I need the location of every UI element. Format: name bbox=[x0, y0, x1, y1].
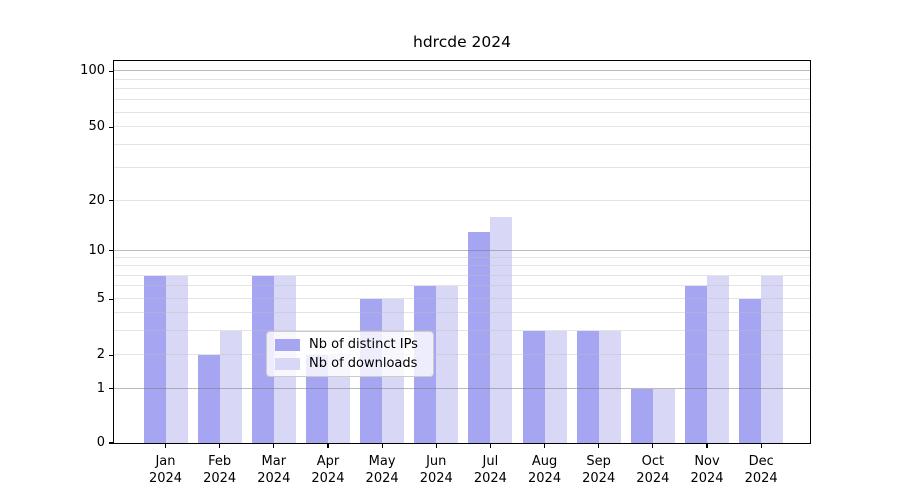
major-gridline bbox=[114, 387, 810, 389]
plot-area bbox=[113, 60, 811, 444]
x-tick-mark bbox=[381, 444, 383, 448]
x-tick-mark bbox=[219, 444, 221, 448]
x-tick-mark bbox=[760, 444, 762, 448]
x-tick-label: Aug 2024 bbox=[528, 454, 562, 486]
bar-distinct-ips bbox=[251, 275, 274, 443]
minor-gridline bbox=[114, 167, 810, 169]
x-tick-mark bbox=[273, 444, 275, 448]
minor-gridline bbox=[114, 99, 810, 101]
x-tick-label: Feb 2024 bbox=[203, 454, 237, 486]
bar-distinct-ips bbox=[522, 330, 545, 443]
x-tick-label: Dec 2024 bbox=[744, 454, 778, 486]
minor-gridline bbox=[114, 126, 810, 128]
y-tick-label: 10 bbox=[88, 242, 105, 258]
y-tick-mark bbox=[109, 249, 113, 252]
minor-gridline bbox=[114, 298, 810, 300]
x-tick-label: Mar 2024 bbox=[257, 454, 291, 486]
bar-distinct-ips bbox=[739, 299, 762, 443]
legend-swatch-downloads bbox=[275, 357, 300, 370]
minor-gridline bbox=[114, 256, 810, 258]
x-tick-mark bbox=[164, 444, 167, 448]
x-tick-mark bbox=[706, 444, 708, 448]
bar-distinct-ips bbox=[685, 286, 707, 443]
bar-distinct-ips bbox=[143, 275, 166, 443]
minor-gridline bbox=[114, 111, 810, 113]
x-tick-mark bbox=[327, 444, 329, 448]
minor-gridline bbox=[114, 265, 810, 267]
major-gridline bbox=[114, 70, 810, 72]
bar-distinct-ips bbox=[576, 330, 599, 443]
legend-label: Nb of distinct IPs bbox=[309, 337, 418, 352]
minor-gridline bbox=[114, 144, 810, 146]
bar-downloads bbox=[761, 275, 784, 443]
y-tick-label: 1 bbox=[96, 380, 105, 396]
bar-downloads bbox=[219, 330, 242, 443]
minor-gridline bbox=[114, 88, 810, 90]
x-tick-label: Nov 2024 bbox=[690, 454, 724, 486]
bar-downloads bbox=[652, 388, 675, 443]
y-tick-label: 50 bbox=[88, 119, 105, 135]
bar-distinct-ips bbox=[630, 388, 653, 443]
x-tick-label: Jan 2024 bbox=[148, 454, 183, 486]
y-tick-mark bbox=[109, 70, 113, 73]
y-tick-label: 100 bbox=[80, 63, 105, 79]
x-tick-label: Oct 2024 bbox=[636, 454, 670, 486]
minor-gridline bbox=[114, 199, 810, 201]
legend-item: Nb of distinct IPs bbox=[275, 337, 425, 352]
x-tick-label: Jun 2024 bbox=[419, 454, 453, 486]
x-tick-label: Sep 2024 bbox=[582, 454, 616, 486]
minor-gridline bbox=[114, 354, 810, 356]
x-tick-mark bbox=[489, 444, 491, 448]
bar-downloads bbox=[327, 355, 350, 443]
bar-distinct-ips bbox=[468, 231, 491, 443]
y-tick-label: 2 bbox=[96, 347, 105, 363]
major-gridline bbox=[114, 249, 810, 251]
legend-label: Nb of downloads bbox=[309, 356, 418, 371]
bar-distinct-ips bbox=[305, 355, 328, 443]
y-tick-mark bbox=[109, 126, 113, 128]
x-tick-mark bbox=[652, 444, 654, 448]
y-tick-mark bbox=[109, 354, 113, 357]
legend-item: Nb of downloads bbox=[275, 356, 425, 371]
bar-downloads bbox=[707, 275, 729, 443]
bar-downloads bbox=[436, 286, 459, 443]
legend: Nb of distinct IPs Nb of downloads bbox=[266, 331, 434, 377]
x-tick-label: May 2024 bbox=[365, 454, 399, 486]
legend-swatch-distinct-ips bbox=[275, 338, 300, 351]
bar-downloads bbox=[544, 330, 567, 443]
minor-gridline bbox=[114, 274, 810, 276]
y-tick-mark bbox=[109, 298, 113, 300]
x-tick-mark bbox=[598, 444, 600, 448]
x-tick-label: Jul 2024 bbox=[473, 454, 507, 486]
minor-gridline bbox=[114, 329, 810, 331]
y-tick-label: 5 bbox=[96, 291, 105, 307]
x-tick-mark bbox=[543, 444, 546, 448]
bar-distinct-ips bbox=[197, 355, 220, 443]
y-tick-mark bbox=[109, 442, 113, 444]
bar-downloads bbox=[165, 275, 188, 443]
x-tick-label: Apr 2024 bbox=[311, 454, 345, 486]
y-tick-mark bbox=[109, 200, 113, 202]
y-tick-label: 20 bbox=[88, 192, 105, 208]
chart-title: hdrcde 2024 bbox=[413, 33, 511, 51]
y-tick-label: 0 bbox=[96, 435, 105, 450]
minor-gridline bbox=[114, 78, 810, 80]
minor-gridline bbox=[114, 311, 810, 313]
bar-downloads bbox=[490, 216, 513, 443]
x-tick-mark bbox=[435, 444, 437, 448]
y-tick-mark bbox=[109, 388, 113, 390]
minor-gridline bbox=[114, 285, 810, 287]
bar-downloads bbox=[598, 330, 621, 443]
